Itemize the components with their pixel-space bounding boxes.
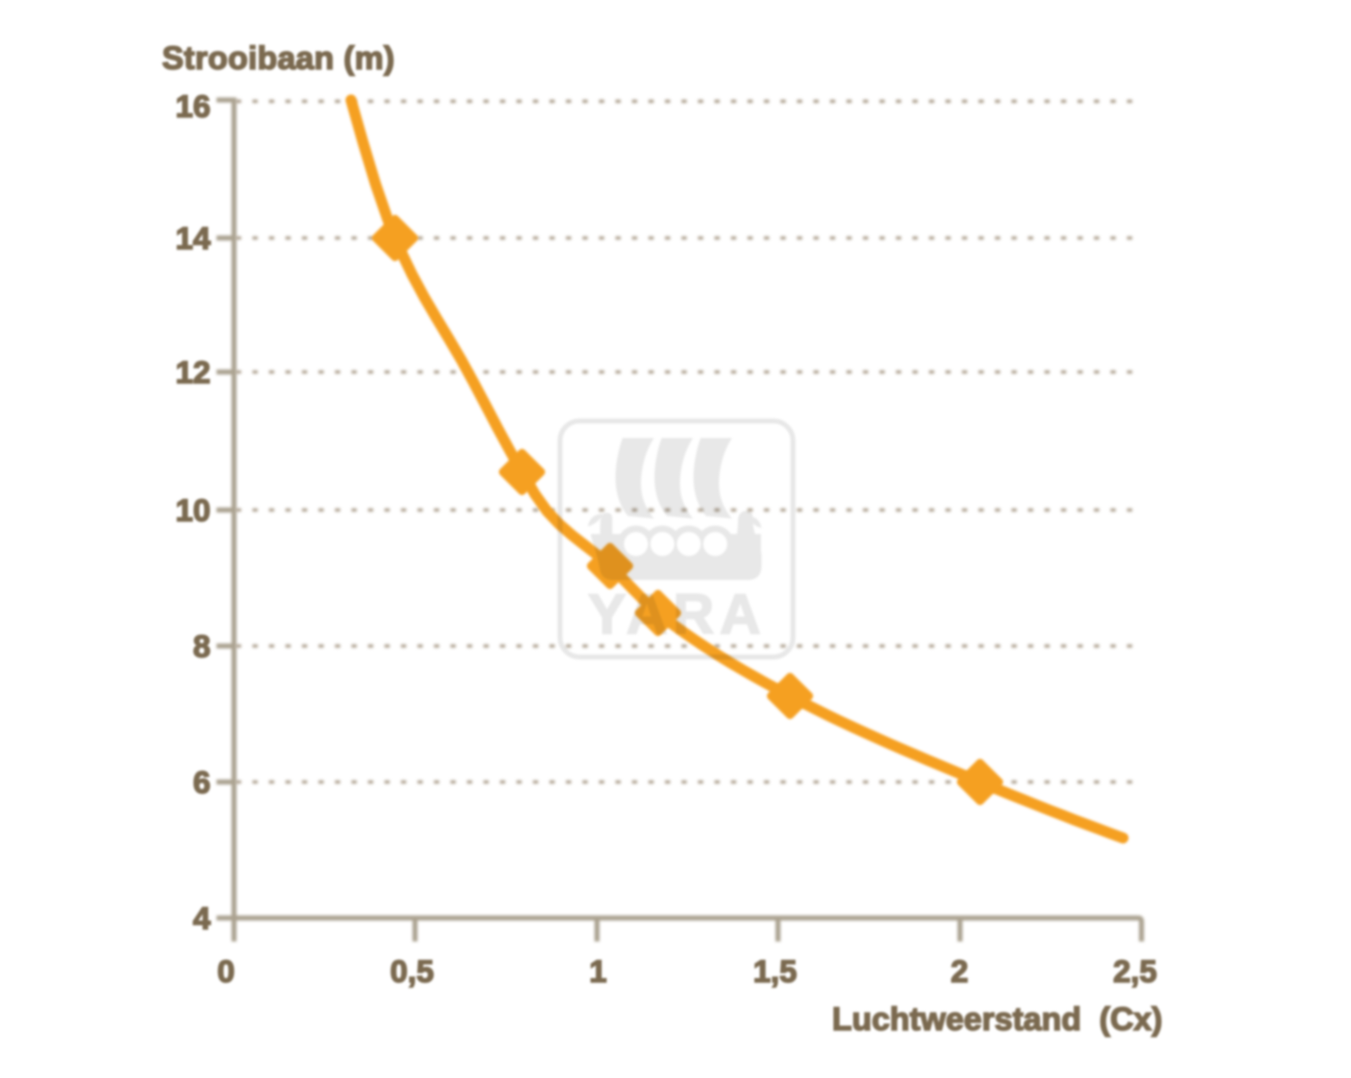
svg-text:2: 2 [951, 953, 969, 989]
svg-text:14: 14 [175, 220, 211, 256]
svg-text:6: 6 [193, 764, 211, 800]
svg-text:2,5: 2,5 [1113, 953, 1157, 989]
svg-text:10: 10 [175, 492, 210, 528]
svg-text:12: 12 [175, 354, 210, 390]
svg-text:YARA: YARA [588, 583, 766, 647]
svg-text:4: 4 [193, 900, 211, 936]
svg-text:Strooibaan (m): Strooibaan (m) [162, 40, 395, 76]
svg-text:1,5: 1,5 [753, 953, 797, 989]
svg-text:0: 0 [217, 953, 235, 989]
svg-text:8: 8 [193, 628, 211, 664]
svg-text:1: 1 [589, 953, 607, 989]
svg-text:0,5: 0,5 [390, 953, 434, 989]
svg-text:Luchtweerstand (Cx): Luchtweerstand (Cx) [832, 1001, 1162, 1037]
svg-text:16: 16 [175, 88, 210, 124]
